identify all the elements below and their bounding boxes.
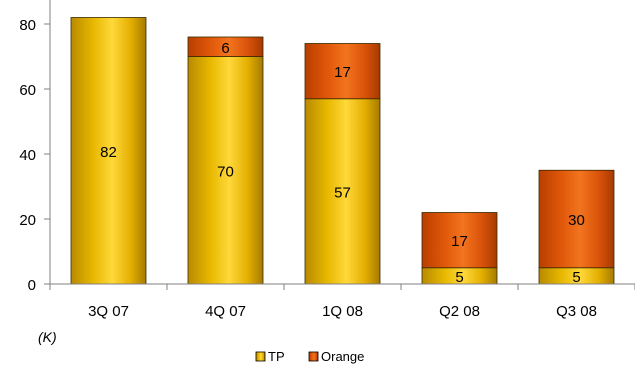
legend: TP Orange xyxy=(255,349,364,364)
bar-orange xyxy=(187,36,264,57)
bar-tp xyxy=(70,17,147,285)
x-tick-label: Q2 08 xyxy=(439,303,480,320)
data-label-tp: 5 xyxy=(455,269,463,286)
y-tick-label: 0 xyxy=(28,277,36,294)
y-tick-label: 20 xyxy=(19,212,36,229)
data-label-orange: 6 xyxy=(221,40,229,57)
bars xyxy=(70,17,615,285)
legend-label-tp: TP xyxy=(268,349,285,364)
data-label-orange: 17 xyxy=(334,64,351,81)
x-tick-label: Q3 08 xyxy=(556,303,597,320)
unit-note: (K) xyxy=(38,329,57,345)
data-label-tp: 57 xyxy=(334,184,351,201)
x-tick-label: 1Q 08 xyxy=(322,303,363,320)
data-labels: 82 70 6 57 17 5 17 5 30 xyxy=(100,40,585,286)
y-tick-label: 60 xyxy=(19,82,36,99)
legend-label-orange: Orange xyxy=(321,349,364,364)
bar-orange xyxy=(538,169,615,269)
y-tick-label: 40 xyxy=(19,147,36,164)
data-label-tp: 5 xyxy=(572,269,580,286)
bar-orange xyxy=(421,212,498,269)
bar-orange xyxy=(304,43,381,100)
data-label-tp: 82 xyxy=(100,144,117,161)
y-axis: 0 20 40 60 80 xyxy=(19,17,50,294)
x-tick-label: 4Q 07 xyxy=(205,303,246,320)
legend-swatch-orange xyxy=(308,351,319,362)
y-tick-label: 80 xyxy=(19,17,36,34)
bar-tp xyxy=(187,56,264,285)
data-label-orange: 30 xyxy=(568,212,585,229)
legend-swatch-tp xyxy=(255,351,266,362)
bar-tp xyxy=(304,98,381,285)
data-label-orange: 17 xyxy=(451,233,468,250)
x-axis: 3Q 07 4Q 07 1Q 08 Q2 08 Q3 08 xyxy=(49,284,635,320)
x-tick-label: 3Q 07 xyxy=(88,303,129,320)
data-label-tp: 70 xyxy=(217,163,234,180)
